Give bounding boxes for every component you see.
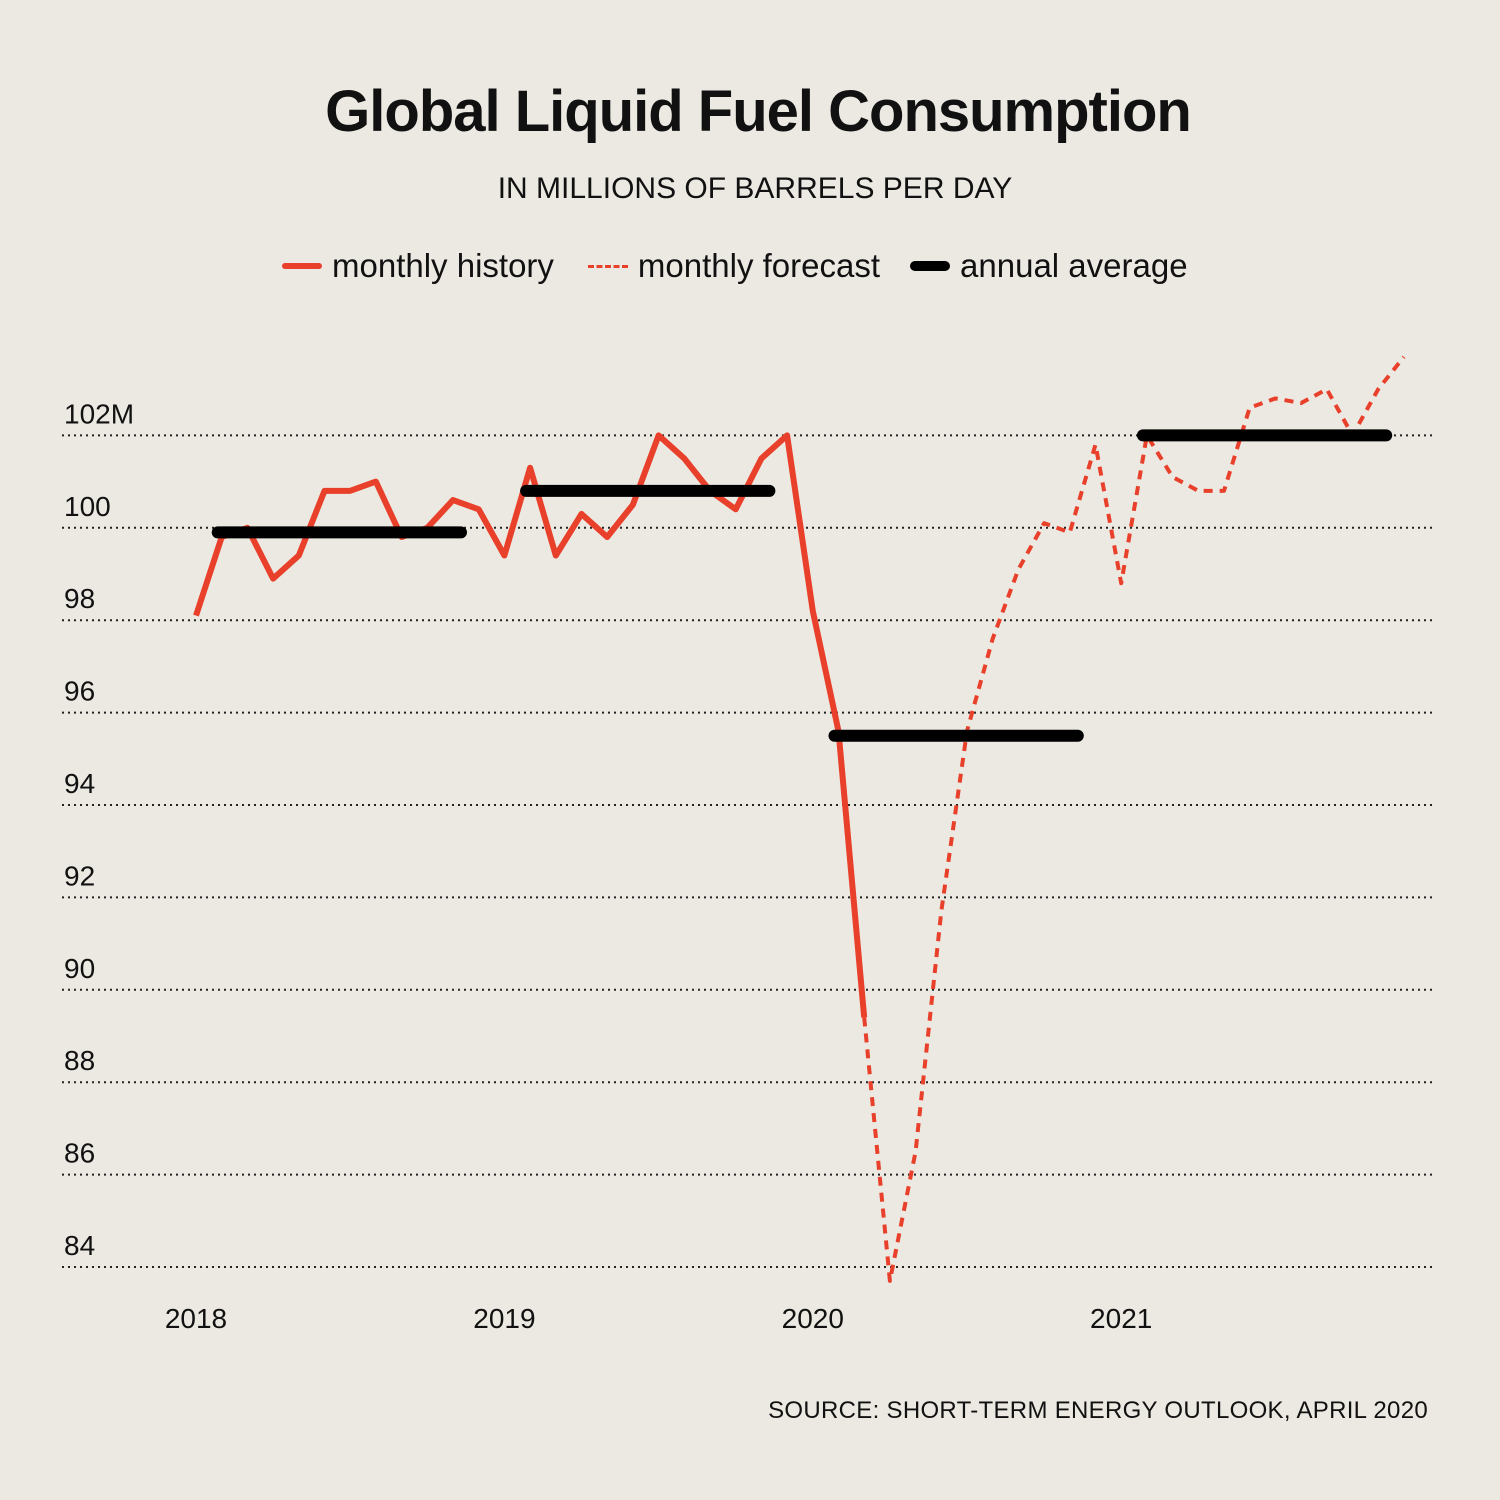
legend-swatch-average [910,261,951,271]
y-tick-label: 88 [64,1045,95,1076]
x-tick-label: 2019 [473,1303,535,1334]
legend-item-average: annual average [906,247,1188,285]
y-tick-label: 92 [64,860,95,891]
legend-label-history: monthly history [332,247,554,284]
y-tick-label: 102M [64,398,134,429]
y-tick-label: 96 [64,676,95,707]
chart-title: Global Liquid Fuel Consumption [325,79,1192,144]
legend-swatch-forecast [587,264,628,268]
legend-swatch-history [282,263,322,269]
legend-label-forecast: monthly forecast [637,247,881,284]
legend-label-average: annual average [960,247,1188,284]
y-tick-label: 86 [64,1138,95,1169]
forecast-series-line [862,355,1406,1283]
legend: monthly history monthly forecast annual … [282,247,1214,285]
y-tick-label: 84 [64,1230,95,1261]
y-tick-label: 98 [64,583,95,614]
source-note: SOURCE: SHORT-TERM ENERGY OUTLOOK, APRIL… [768,1397,1428,1424]
chart-subtitle: IN MILLIONS OF BARRELS PER DAY [497,172,1013,205]
y-tick-label: 100 [64,491,111,522]
x-tick-label: 2021 [1090,1303,1152,1334]
x-tick-label: 2020 [782,1303,844,1334]
x-tick-label: 2018 [165,1303,227,1334]
y-tick-label: 94 [64,768,95,799]
history-series-line [193,432,868,1018]
legend-item-history: monthly history [282,247,554,285]
y-tick-label: 90 [64,953,95,984]
legend-item-forecast: monthly forecast [580,247,880,285]
